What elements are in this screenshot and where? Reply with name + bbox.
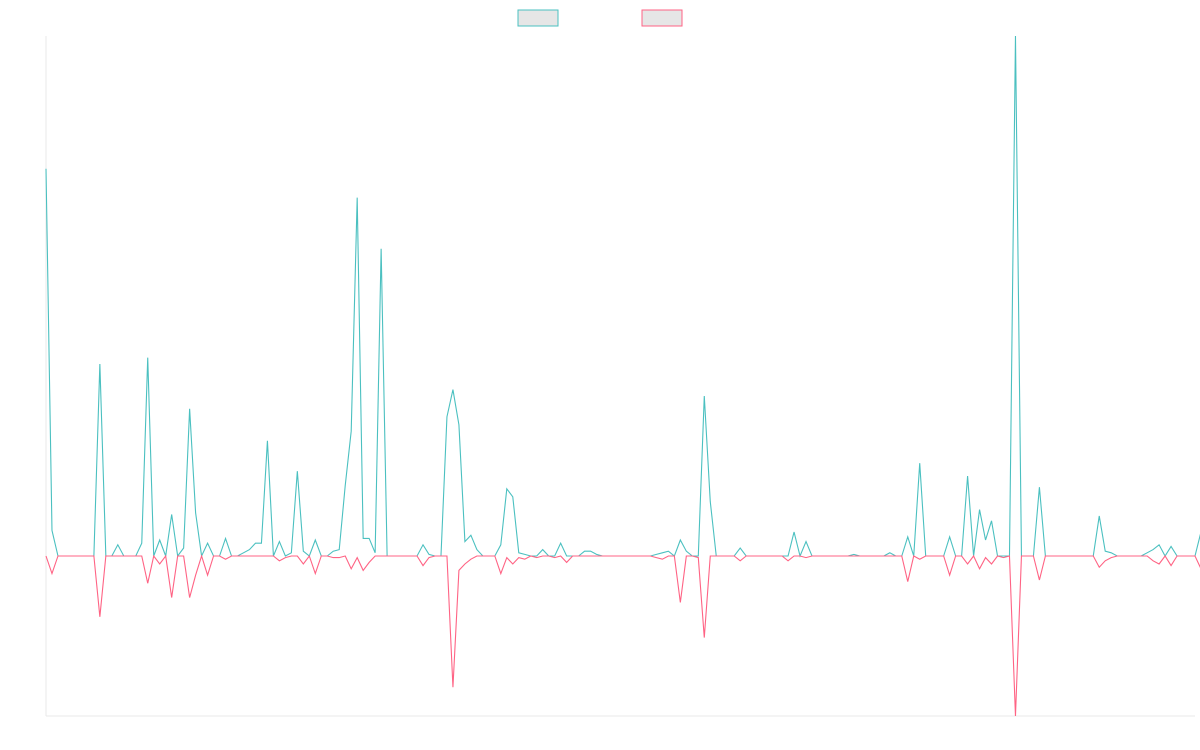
legend-swatch-2[interactable] <box>641 9 683 27</box>
series-line-2 <box>45 554 1200 717</box>
axes <box>45 36 1195 717</box>
series-line-1 <box>45 35 1200 558</box>
legend-swatch-1[interactable] <box>517 9 559 27</box>
series-layer <box>45 35 1200 717</box>
legend <box>517 9 683 27</box>
